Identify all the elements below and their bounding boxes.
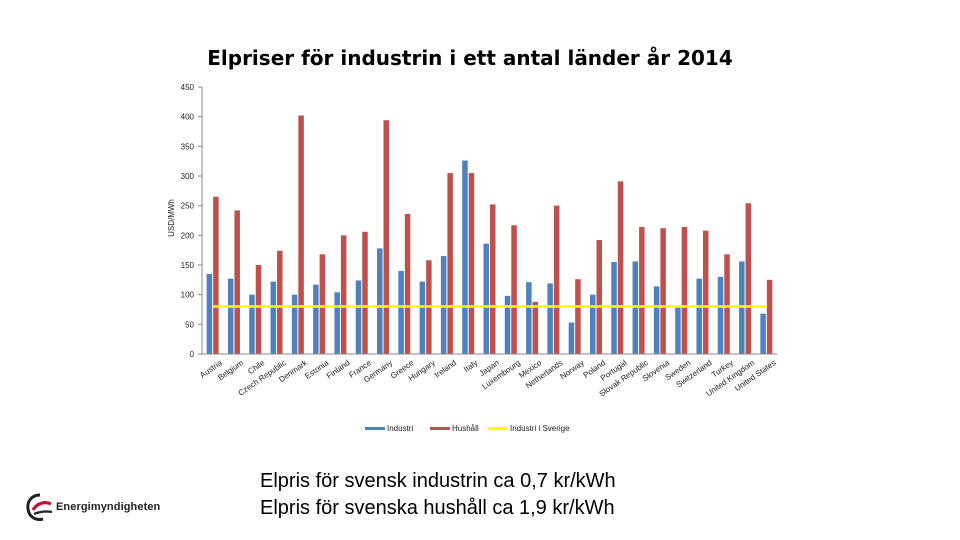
y-tick-label-400: 400 (181, 113, 195, 122)
bar-industri-france (355, 280, 362, 354)
bars (206, 115, 773, 354)
bar-industri-estonia (313, 284, 319, 354)
legend-swatch-sverige (488, 427, 508, 431)
bar-industri-luxembourg (504, 295, 511, 354)
bar-hushall-estonia (319, 254, 326, 354)
y-axis: 0 50 100 150 200 250 300 350 400 450 (181, 83, 203, 359)
bar-industri-poland (589, 294, 596, 354)
y-tick-label-450: 450 (181, 83, 195, 92)
bar-hushall-france (362, 231, 368, 354)
bar-hushall-austria (213, 196, 219, 354)
bar-industri-turkey (717, 276, 724, 354)
bar-hushall-japan (490, 204, 496, 354)
bar-industri-hungary (419, 281, 426, 354)
bar-industri-japan (483, 243, 489, 354)
bar-hushall-united-kingdom (745, 203, 752, 354)
bar-industri-slovenia (653, 286, 660, 354)
bar-industri-italy (462, 160, 468, 354)
y-tick-label-50: 50 (185, 320, 194, 329)
bar-hushall-chile (255, 265, 262, 354)
bar-hushall-united-states (766, 279, 773, 354)
bar-hushall-slovenia (660, 228, 666, 354)
energimyndigheten-logo-icon (26, 493, 53, 521)
bar-industri-netherlands (547, 283, 553, 354)
y-tick-label-100: 100 (181, 291, 195, 300)
bar-hushall-italy (468, 173, 475, 354)
bar-hushall-norway (575, 279, 581, 354)
bar-industri-sweden (675, 306, 681, 354)
bar-hushall-slovak-republic (639, 227, 645, 354)
y-tick-label-350: 350 (181, 142, 195, 151)
bar-hushall-netherlands (553, 205, 560, 354)
bar-hushall-mexico (532, 301, 539, 354)
caption: Elpris för svensk industrin ca 0,7 kr/kW… (260, 468, 616, 522)
bar-industri-czech-republic (270, 281, 277, 354)
x-tick-label-finland: Finland (325, 358, 352, 380)
chart-title: Elpriser för industrin i ett antal lände… (207, 46, 733, 70)
bar-industri-norway (568, 322, 575, 354)
y-tick-label-150: 150 (181, 261, 195, 270)
bar-hushall-greece (404, 213, 411, 354)
legend-item-sverige: Industri i Sverige (488, 424, 570, 433)
bar-hushall-turkey (724, 254, 730, 354)
y-axis-label: USD/MWh (167, 199, 176, 237)
bar-industri-denmark (291, 294, 298, 354)
bar-hushall-switzerland (702, 230, 709, 354)
x-tick-label-italy: Italy (462, 358, 479, 374)
legend-item-industri: Industri (365, 424, 413, 433)
bar-hushall-denmark (298, 115, 304, 354)
legend-label-hushall: Hushåll (452, 424, 479, 433)
y-tick-label-250: 250 (181, 202, 195, 211)
bar-hushall-finland (340, 235, 347, 354)
bar-hushall-belgium (234, 210, 240, 354)
y-tick-label-0: 0 (190, 350, 195, 359)
caption-line-industry: Elpris för svensk industrin ca 0,7 kr/kW… (260, 470, 616, 492)
bar-industri-belgium (227, 278, 234, 354)
x-tick-label-estonia: Estonia (303, 358, 330, 381)
bar-industri-switzerland (696, 278, 702, 354)
bar-hushall-germany (383, 120, 390, 354)
bar-industri-germany (377, 248, 383, 354)
bar-industri-united-states (760, 313, 766, 354)
bar-hushall-luxembourg (511, 225, 517, 354)
y-tick-label-300: 300 (181, 172, 195, 181)
bar-hushall-poland (596, 240, 602, 354)
bar-industri-greece (398, 270, 404, 354)
legend-label-industri: Industri (387, 424, 414, 433)
logo: Energimyndigheten (24, 492, 164, 524)
bar-hushall-sweden (681, 227, 688, 354)
logo-text: Energimyndigheten (56, 501, 161, 513)
x-tick-label-ireland: Ireland (433, 358, 458, 379)
bar-industri-finland (334, 292, 340, 354)
bar-industri-chile (249, 294, 255, 354)
bar-hushall-ireland (447, 173, 453, 354)
bar-industri-mexico (526, 282, 532, 354)
bar-industri-ireland (440, 256, 447, 354)
legend-swatch-industri (365, 427, 385, 431)
bar-hushall-portugal (617, 181, 624, 354)
x-tick-label-norway: Norway (558, 358, 585, 381)
bar-hushall-czech-republic (277, 250, 283, 354)
y-tick-label-200: 200 (181, 231, 195, 240)
legend-swatch-hushall (430, 427, 450, 431)
bar-industri-portugal (611, 262, 617, 354)
bar-industri-austria (206, 273, 213, 354)
legend-item-hushall: Hushåll (430, 424, 479, 433)
caption-line-household: Elpris för svenska hushåll ca 1,9 kr/kWh (260, 497, 615, 519)
legend-label-sverige: Industri i Sverige (510, 424, 570, 433)
